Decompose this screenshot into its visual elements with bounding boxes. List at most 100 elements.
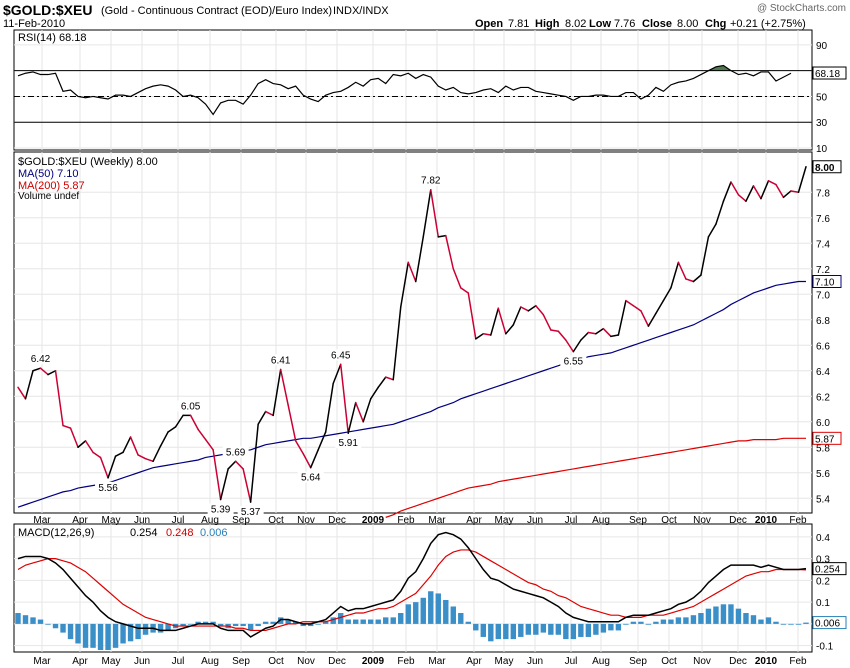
macd-histogram-bar <box>795 623 802 625</box>
price-annotation: 7.82 <box>421 176 441 187</box>
price-tick-label: 6.2 <box>816 392 830 403</box>
rsi-tick-label: 50 <box>816 92 828 103</box>
macd-histogram-bar <box>525 623 532 635</box>
price-segment <box>39 367 49 376</box>
price-segment <box>520 306 530 312</box>
macd-histogram-bar <box>638 621 644 624</box>
price-segment <box>189 414 199 431</box>
price-x-tick: Nov <box>693 515 711 526</box>
macd-histogram-bar <box>803 622 809 624</box>
price-legend-main: $GOLD:$XEU (Weekly) 8.00 <box>18 156 158 168</box>
price-segment <box>467 292 477 340</box>
price-segment <box>264 410 274 417</box>
macd-x-tick: Jun <box>527 656 543 667</box>
price-tick-label: 7.0 <box>816 290 830 301</box>
macd-histogram-bar <box>383 617 389 624</box>
price-segment <box>309 449 319 469</box>
low-value: 7.76 <box>614 18 635 30</box>
macd-histogram-bar <box>660 619 667 624</box>
price-x-tick: Dec <box>328 515 346 526</box>
macd-hist-value-box <box>812 616 847 630</box>
price-segment <box>602 327 612 338</box>
price-x-tick: Jun <box>527 515 543 526</box>
macd-x-tick: Sep <box>232 656 250 667</box>
price-value-box <box>812 275 842 288</box>
price-tick-label: 7.2 <box>816 265 830 276</box>
macd-histogram-bar <box>585 623 592 637</box>
macd-histogram-bar <box>75 623 81 644</box>
price-x-tick: Mar <box>33 515 51 526</box>
price-segment <box>625 299 635 307</box>
price-annotation-bg <box>297 471 324 483</box>
price-segment <box>475 333 485 340</box>
macd-histogram-bar <box>788 623 794 625</box>
macd-x-tick: Mar <box>428 656 446 667</box>
macd-x-tick: Oct <box>661 656 677 667</box>
price-segment <box>399 261 409 308</box>
price-segment <box>144 457 154 463</box>
price-x-tick: Jul <box>565 515 578 526</box>
rsi-legend-text: RSI(14) 68.18 <box>18 32 86 44</box>
price-x-tick: Feb <box>789 515 807 526</box>
price-segment <box>167 426 177 433</box>
price-segment <box>339 363 349 434</box>
quote-summary: Open 7.81 High 8.02 Low 7.76 Close 8.00 … <box>475 18 806 30</box>
macd-x-tick: Mar <box>33 656 51 667</box>
price-segment <box>730 181 740 196</box>
macd-histogram-bar <box>45 623 51 625</box>
price-segment <box>47 370 57 376</box>
macd-histogram-bar <box>375 619 381 624</box>
rsi-overbought-fill <box>18 65 806 71</box>
macd-histogram-bar <box>518 623 524 637</box>
axis-layer: 907050301068.187.87.67.47.27.06.86.66.46… <box>33 41 847 667</box>
watermark: @ StockCharts.com <box>757 3 846 14</box>
macd-histogram-bar <box>30 617 36 624</box>
rsi-tick-label: 30 <box>816 118 828 129</box>
price-annotation: 6.45 <box>331 350 351 361</box>
price-segment <box>527 304 537 312</box>
macd-histogram-bar <box>398 613 404 624</box>
price-segment <box>234 460 244 470</box>
price-x-tick: May <box>102 515 121 526</box>
macd-histogram-bar <box>428 591 434 624</box>
price-segment <box>242 468 252 503</box>
grid-layer <box>14 30 812 652</box>
price-segment <box>715 200 725 225</box>
price-annotation-bg <box>27 353 54 365</box>
macd-histogram-bar <box>330 617 336 624</box>
macd-histogram-bar <box>157 623 164 633</box>
price-tick-label: 5.6 <box>816 469 830 480</box>
macd-histogram-bar <box>555 623 562 635</box>
price-x-tick: Oct <box>661 515 677 526</box>
chg-value: +0.21 (+2.75%) <box>730 18 806 30</box>
price-segment <box>114 451 124 457</box>
macd-x-tick: Nov <box>693 656 711 667</box>
macd-histogram-bar <box>240 623 246 627</box>
price-segment <box>415 236 425 283</box>
price-segment <box>782 190 792 199</box>
macd-histogram-bar <box>735 608 742 624</box>
price-tick-label: 6.6 <box>816 341 830 352</box>
macd-signal-line <box>17 549 807 632</box>
price-annotation: 6.41 <box>271 355 291 366</box>
price-tick-label: 7.4 <box>816 239 830 250</box>
price-x-tick: May <box>495 515 514 526</box>
price-annotation-bg <box>222 446 249 458</box>
price-tick-label: 6.8 <box>816 316 830 327</box>
price-segment <box>219 468 229 501</box>
macd-histogram-bar <box>690 615 697 624</box>
chart-description: (Gold - Continuous Contract (EOD)/Euro I… <box>101 5 332 17</box>
macd-histogram-bar <box>510 623 517 640</box>
macd-histogram-bar <box>683 617 689 624</box>
price-segment <box>775 183 785 199</box>
price-annotation-bg <box>327 349 354 361</box>
macd-histogram-bar <box>52 623 59 629</box>
macd-histogram-bar <box>165 623 171 631</box>
price-segment <box>512 306 522 326</box>
chg-label: Chg <box>705 18 726 30</box>
price-segment <box>580 331 590 341</box>
macd-histogram-bar <box>548 623 554 635</box>
macd-x-tick: Feb <box>397 656 415 667</box>
macd-legend-signal: 0.248 <box>166 527 194 539</box>
price-segment <box>797 166 807 193</box>
